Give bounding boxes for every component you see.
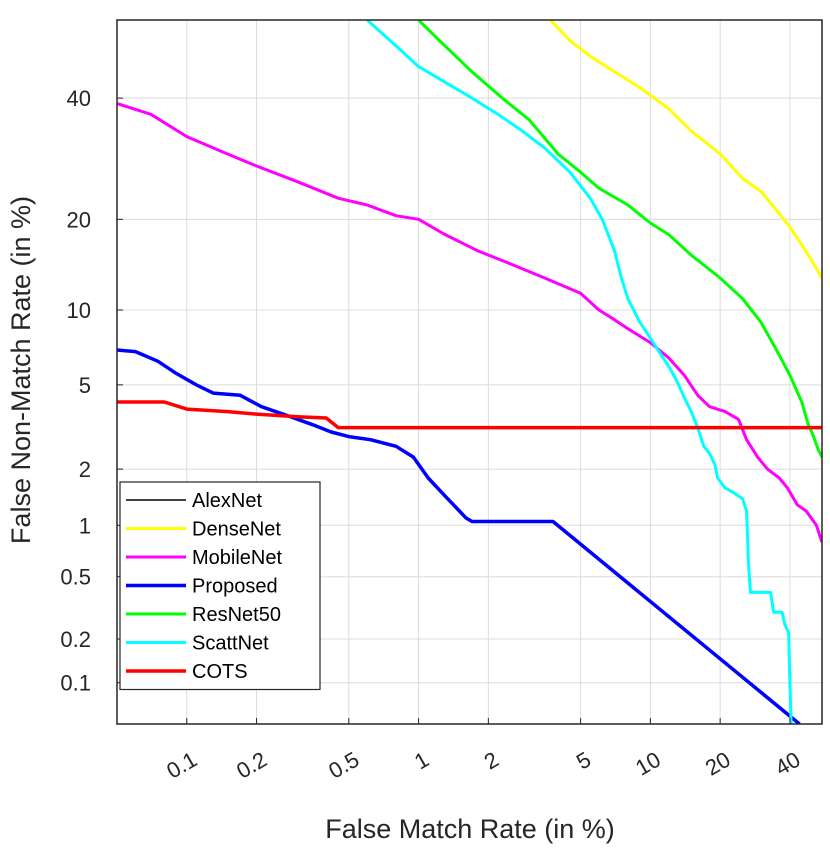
y-tick-label: 20 xyxy=(67,207,91,232)
legend: AlexNet DenseNet MobileNet Proposed ResNet50… xyxy=(119,481,321,691)
x-tick-label: 2 xyxy=(480,747,503,775)
plot-frame xyxy=(116,19,823,725)
y-axis-ticks: 40 20 10 5 2 1 0.5 0.2 0.1 xyxy=(60,86,123,696)
y-tick-label: 5 xyxy=(79,373,91,398)
x-tick-label: 0.1 xyxy=(162,747,201,784)
y-axis-label: False Non-Match Rate (in %) xyxy=(6,196,36,544)
legend-label-cots: COTS xyxy=(192,661,248,683)
series-line-proposed xyxy=(117,348,801,724)
legend-label-resnet50: ResNet50 xyxy=(192,604,281,626)
y-tick-label: 10 xyxy=(67,298,91,323)
x-tick-label: 0.2 xyxy=(232,747,271,784)
legend-label-alexnet: AlexNet xyxy=(192,490,262,512)
series-line-scattnet xyxy=(366,20,793,724)
x-axis-label: False Match Rate (in %) xyxy=(325,814,615,844)
legend-label-densenet: DenseNet xyxy=(192,519,281,541)
x-tick-label: 1 xyxy=(410,747,433,775)
legend-label-mobilenet: MobileNet xyxy=(192,547,282,569)
y-tick-label: 0.1 xyxy=(60,671,91,696)
x-tick-label: 5 xyxy=(572,747,595,775)
series-lines xyxy=(117,20,822,724)
y-tick-label: 0.5 xyxy=(60,565,91,590)
x-tick-label: 20 xyxy=(701,747,735,781)
y-tick-label: 40 xyxy=(67,86,91,111)
series-line-cots xyxy=(117,400,822,430)
x-tick-label: 10 xyxy=(631,747,665,781)
series-line-mobilenet xyxy=(117,102,822,543)
legend-label-proposed: Proposed xyxy=(192,576,278,598)
x-tick-label: 0.5 xyxy=(324,747,363,784)
x-tick-label: 40 xyxy=(771,747,805,781)
series-line-resnet50 xyxy=(417,20,822,458)
y-tick-label: 1 xyxy=(79,513,91,538)
series-line-densenet xyxy=(549,20,822,279)
x-axis-ticks: 0.1 0.2 0.5 1 2 5 10 20 40 xyxy=(162,718,804,784)
y-tick-label: 2 xyxy=(79,457,91,482)
legend-label-scattnet: ScattNet xyxy=(192,633,269,655)
y-tick-label: 0.2 xyxy=(60,627,91,652)
